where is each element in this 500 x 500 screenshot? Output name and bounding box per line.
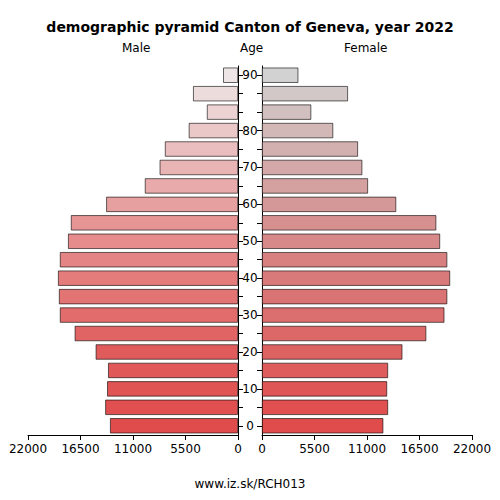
svg-text:0: 0 <box>246 419 254 433</box>
svg-text:5500: 5500 <box>170 442 201 456</box>
svg-text:10: 10 <box>242 382 257 396</box>
svg-text:70: 70 <box>242 160 257 174</box>
svg-text:0: 0 <box>258 442 266 456</box>
svg-text:20: 20 <box>242 345 257 359</box>
svg-text:22000: 22000 <box>453 442 491 456</box>
svg-text:www.iz.sk/RCH013: www.iz.sk/RCH013 <box>195 477 306 491</box>
svg-text:50: 50 <box>242 234 257 248</box>
svg-text:Age: Age <box>240 41 263 55</box>
svg-text:demographic pyramid Canton of: demographic pyramid Canton of Geneva, ye… <box>46 19 453 35</box>
svg-text:5500: 5500 <box>299 442 330 456</box>
svg-text:Female: Female <box>344 41 387 55</box>
svg-text:22000: 22000 <box>9 442 47 456</box>
svg-text:16500: 16500 <box>400 442 438 456</box>
svg-text:11000: 11000 <box>348 442 386 456</box>
svg-text:11000: 11000 <box>114 442 152 456</box>
svg-text:80: 80 <box>242 124 257 138</box>
svg-text:40: 40 <box>242 271 257 285</box>
svg-text:30: 30 <box>242 308 257 322</box>
svg-text:Male: Male <box>122 41 150 55</box>
svg-text:90: 90 <box>242 68 257 82</box>
svg-text:60: 60 <box>242 197 257 211</box>
svg-text:0: 0 <box>234 442 242 456</box>
svg-text:16500: 16500 <box>61 442 99 456</box>
